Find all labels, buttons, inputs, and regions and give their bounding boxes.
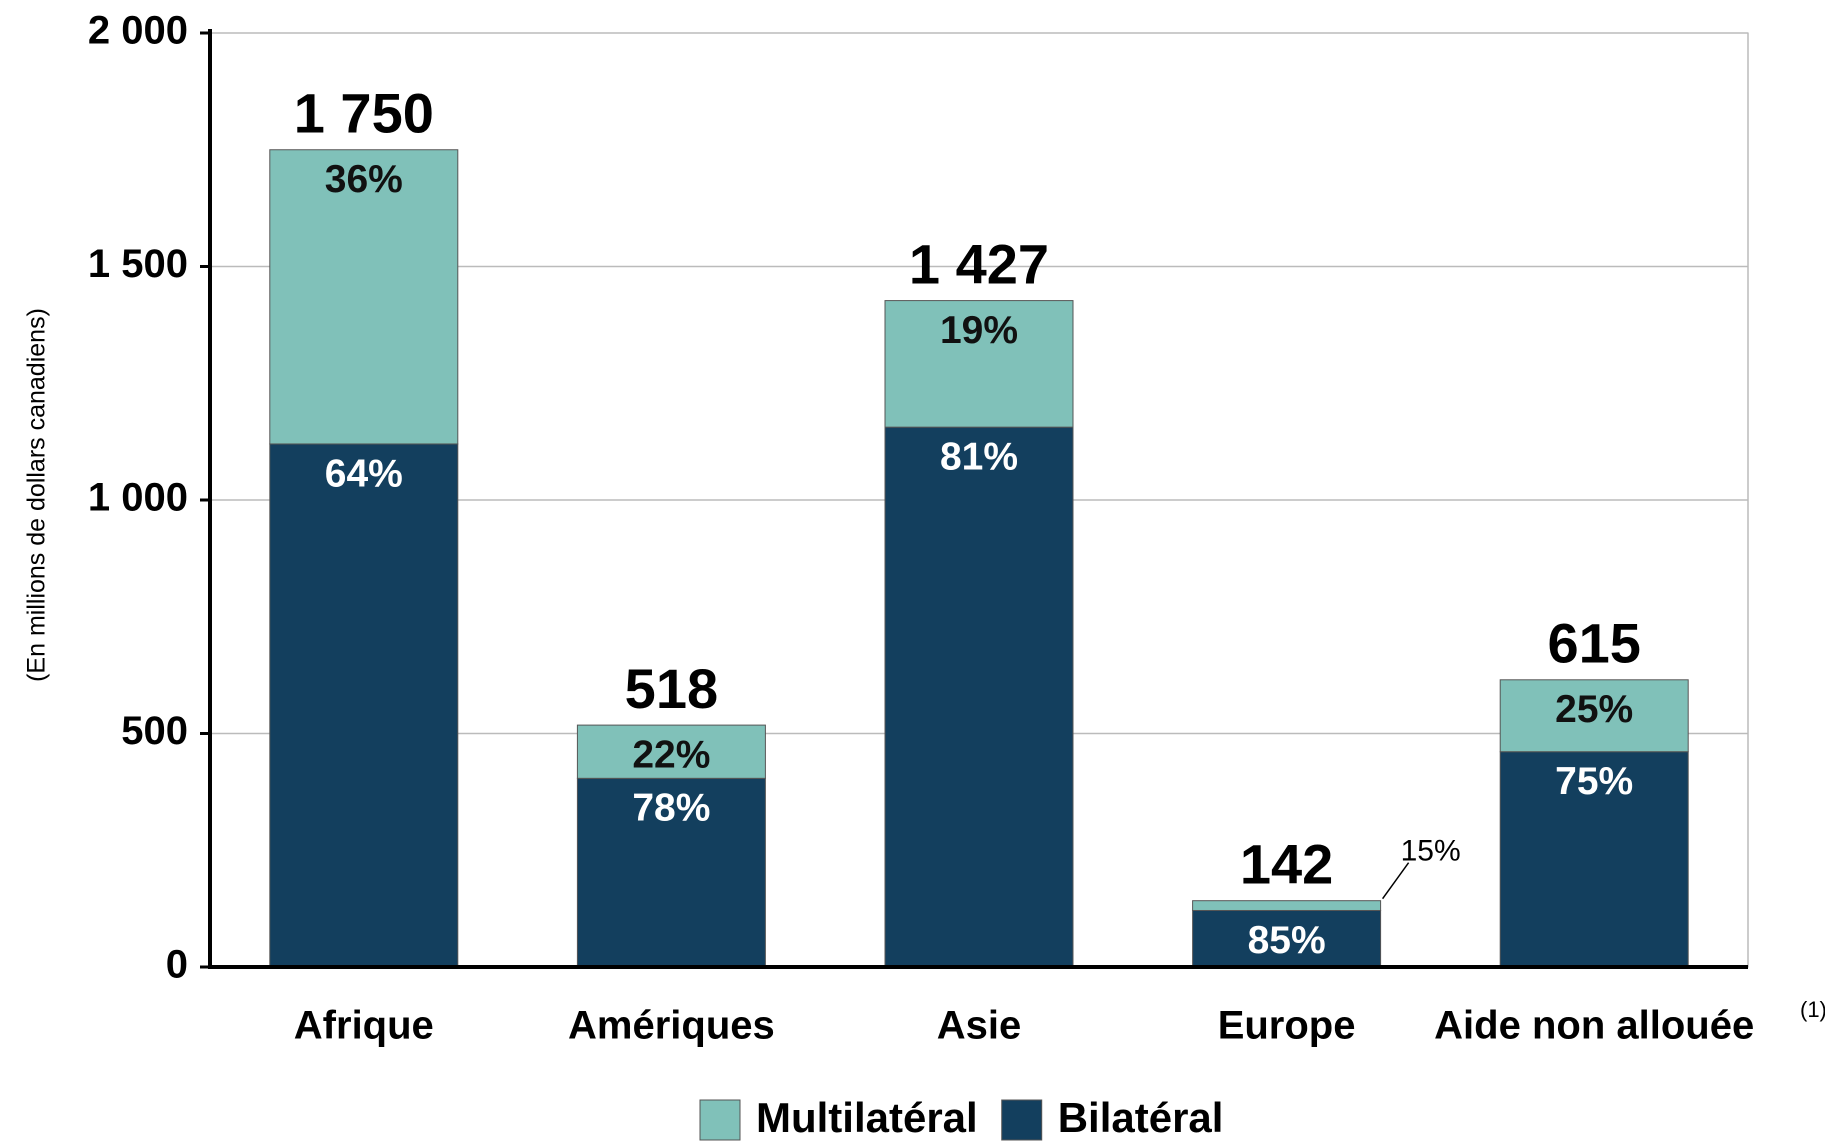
- legend-label: Multilatéral: [756, 1094, 978, 1141]
- share-label: 78%: [632, 787, 710, 830]
- share-label: 19%: [940, 309, 1018, 352]
- bar-segment: [1499, 751, 1689, 968]
- bar-segment: [269, 443, 459, 968]
- category-note: (1): [1800, 997, 1825, 1022]
- y-tick-label: 0: [166, 943, 188, 987]
- share-label: 25%: [1555, 688, 1633, 731]
- legend-swatch: [699, 1099, 741, 1141]
- share-label: 75%: [1555, 760, 1633, 803]
- x-tick-label: Asie: [937, 1004, 1022, 1048]
- x-tick-label: Afrique: [294, 1004, 434, 1048]
- bar-segment: [576, 777, 766, 968]
- y-tick-label: 2 000: [88, 9, 188, 53]
- y-tick-label: 1 500: [88, 242, 188, 286]
- bar-segment: [576, 724, 766, 779]
- total-label: 615: [1547, 612, 1640, 675]
- legend-swatch: [1001, 1099, 1043, 1141]
- y-tick-label: 500: [121, 709, 188, 753]
- total-label: 518: [625, 657, 718, 720]
- share-label: 64%: [325, 452, 403, 495]
- share-label: 81%: [940, 435, 1018, 478]
- share-label: 85%: [1248, 919, 1326, 962]
- x-tick-label: Aide non allouée: [1434, 1004, 1754, 1048]
- bar-segment: [1192, 900, 1382, 911]
- leader-line: [1381, 862, 1410, 900]
- total-label: 1 750: [294, 82, 434, 145]
- bar-segment: [884, 300, 1074, 428]
- bar-segment: [269, 149, 459, 445]
- y-axis-label: (En millions de dollars canadiens): [23, 308, 51, 682]
- legend-label: Bilatéral: [1058, 1094, 1224, 1141]
- bar-segment: [1192, 909, 1382, 968]
- bar-segment: [884, 426, 1074, 968]
- share-label: 22%: [632, 733, 710, 776]
- share-label: 15%: [1401, 835, 1461, 868]
- total-label: 1 427: [909, 232, 1049, 295]
- bar-segment: [1499, 679, 1689, 753]
- y-tick-label: 1 000: [88, 476, 188, 520]
- x-tick-label: Europe: [1218, 1004, 1356, 1048]
- share-label: 36%: [325, 158, 403, 201]
- x-tick-label: Amériques: [568, 1004, 775, 1048]
- total-label: 142: [1240, 832, 1333, 895]
